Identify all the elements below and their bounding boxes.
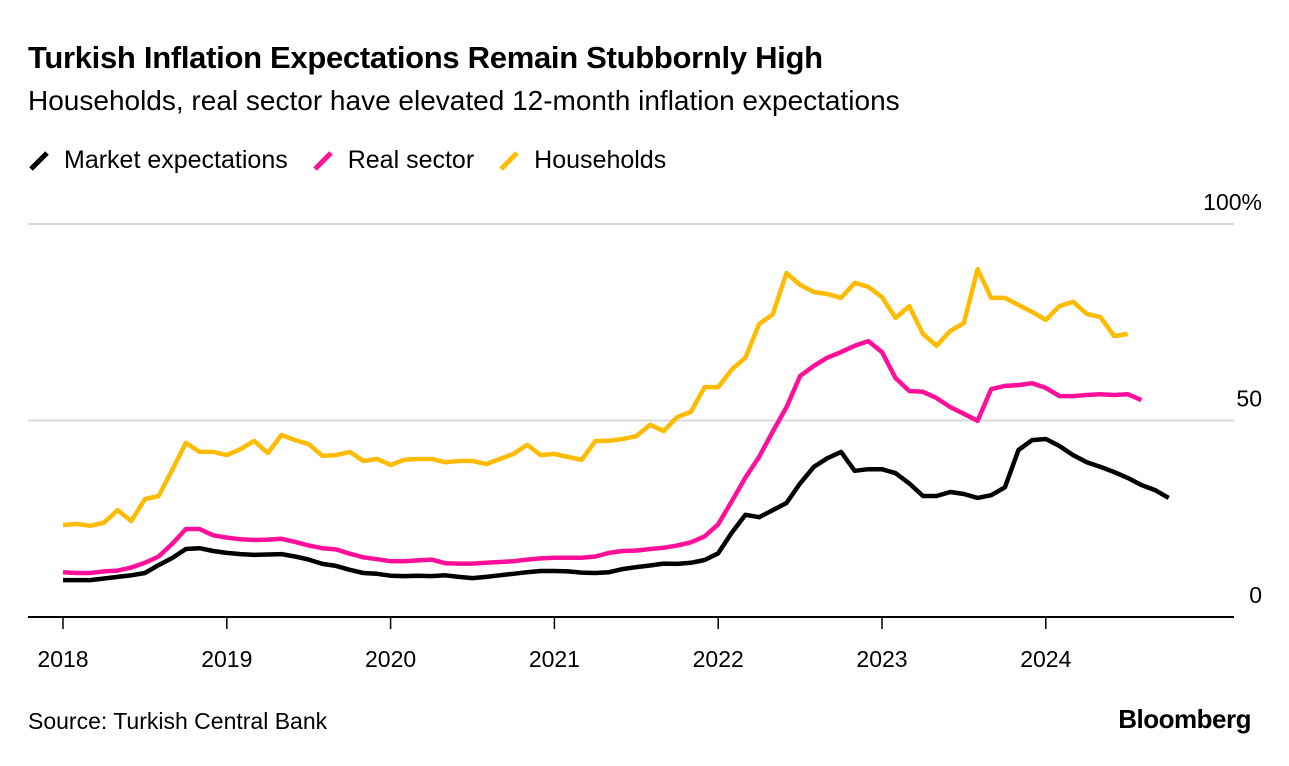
x-tick-label-2020: 2020	[365, 646, 416, 672]
x-axis: 2018 2019 2020 2021 2022 2023 2024	[28, 616, 1234, 672]
legend-line-real-sector	[312, 150, 333, 171]
legend-label-households: Households	[534, 146, 667, 174]
x-tick-label-2018: 2018	[37, 646, 88, 672]
series-line-households	[62, 266, 1129, 529]
legend-label-market-expectations: Market expectations	[64, 146, 288, 174]
legend-item-real-sector: Real sector	[312, 146, 474, 175]
y-tick-label-0: 0	[1249, 582, 1262, 608]
bloomberg-logo: Bloomberg	[1118, 704, 1251, 734]
x-tick-label-2023: 2023	[856, 646, 907, 672]
x-tick-label-2022: 2022	[693, 646, 744, 672]
legend: Market expectations Real sector Househol…	[28, 146, 690, 175]
series-line-market-expectations	[63, 436, 1170, 583]
y-axis-labels: 0 50 100%	[1203, 189, 1262, 608]
legend-line-households	[499, 150, 519, 171]
x-tick-label-2021: 2021	[529, 646, 580, 672]
chart-subtitle: Households, real sector have elevated 12…	[28, 85, 900, 116]
legend-item-households: Households	[498, 146, 666, 175]
source-note: Source: Turkish Central Bank	[28, 708, 328, 734]
gridlines	[28, 223, 1234, 422]
y-tick-label-100: 100%	[1203, 189, 1262, 215]
chart-title: Turkish Inflation Expectations Remain St…	[28, 40, 823, 75]
legend-swatch-market-expectations	[29, 150, 49, 171]
legend-item-market-expectations: Market expectations	[28, 146, 288, 175]
y-tick-label-50: 50	[1236, 386, 1262, 412]
series-line-real-sector	[62, 338, 1143, 576]
x-tick-label-2019: 2019	[201, 646, 252, 672]
x-tick-label-2024: 2024	[1020, 646, 1071, 672]
series-lines	[62, 266, 1170, 583]
legend-line-market-expectations	[29, 150, 49, 171]
legend-swatch-real-sector	[312, 150, 333, 171]
legend-swatch-households	[499, 150, 519, 171]
legend-label-real-sector: Real sector	[347, 146, 475, 174]
